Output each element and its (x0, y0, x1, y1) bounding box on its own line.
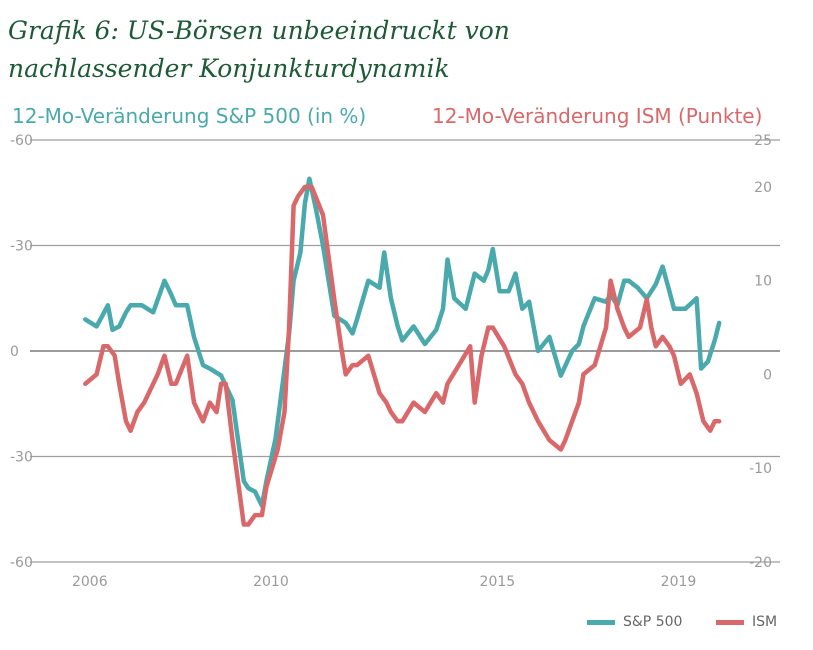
chart-title-line1: Grafik 6: US-Börsen unbeeindruckt von (8, 16, 510, 45)
y-right-tick-label: 25 (754, 133, 772, 149)
x-tick-label: 2010 (253, 574, 289, 590)
legend-ism-swatch (716, 619, 744, 625)
y-left-tick-label: -60 (10, 133, 33, 149)
x-tick-label: 2015 (480, 574, 516, 590)
y-right-tick-label: -20 (749, 555, 772, 571)
series-line-sp500 (83, 176, 722, 508)
y-right-tick-label: 0 (763, 367, 772, 383)
y-right-tick-label: -10 (749, 461, 772, 477)
legend-ism-label: ISM (752, 614, 778, 630)
y-left-tick-label: -30 (10, 450, 33, 466)
y-right-tick-label: 10 (754, 274, 772, 290)
y-left-tick-label: -30 (10, 239, 33, 255)
right-axis-label: 12-Mo-Veränderung ISM (Punkte) (432, 104, 763, 128)
y-left-tick-label: 0 (10, 344, 19, 360)
x-tick-label: 2006 (72, 574, 108, 590)
legend-ism: ISM (716, 614, 777, 630)
y-left-tick-label: -60 (10, 555, 33, 571)
legend-sp500-label: S&P 500 (623, 614, 683, 630)
y-right-tick-label: 20 (754, 180, 772, 196)
legend-sp500: S&P 500 (587, 614, 682, 630)
chart-title-line2: nachlassender Konjunkturdynamik (8, 54, 450, 83)
x-tick-label: 2019 (661, 574, 697, 590)
series-line-ism (83, 184, 722, 527)
legend-sp500-swatch (587, 619, 615, 625)
chart-title: Grafik 6: US-Börsen unbeeindruckt von nac… (8, 12, 510, 88)
left-axis-label: 12-Mo-Veränderung S&P 500 (in %) (12, 104, 367, 128)
